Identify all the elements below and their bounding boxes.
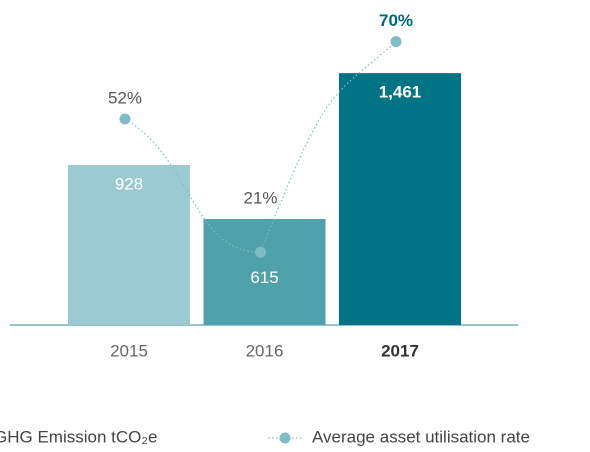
legend-label: Average asset utilisation rate [312, 427, 530, 446]
line-point [119, 113, 131, 125]
bar-value-label: 615 [250, 268, 278, 287]
line-point [390, 36, 402, 48]
x-tick-label: 2015 [110, 341, 148, 360]
legend-marker [279, 432, 291, 444]
bar [339, 73, 461, 325]
x-tick-label: 2017 [381, 341, 419, 360]
line-value-label: 70% [379, 11, 413, 30]
x-tick-label: 2016 [246, 341, 284, 360]
line-value-label: 21% [243, 188, 277, 207]
line-value-label: 52% [108, 88, 142, 107]
legend-label: GHG Emission tCO₂e [0, 427, 157, 446]
line-point [255, 246, 266, 258]
bar [203, 218, 326, 325]
bar-value-label: 1,461 [379, 83, 422, 102]
line [124, 41, 397, 253]
bar [68, 165, 190, 325]
bar-value-label: 928 [115, 174, 143, 193]
